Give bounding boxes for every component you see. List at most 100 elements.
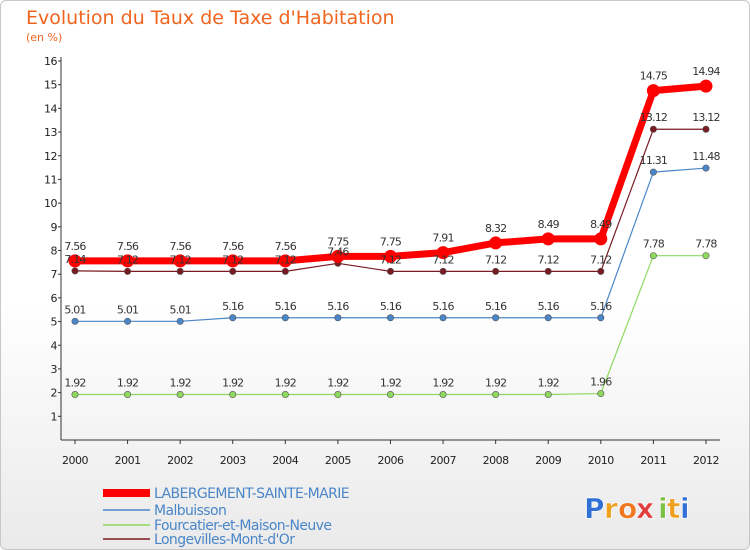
data-label: 7.12 [538, 253, 559, 266]
data-point [541, 232, 555, 246]
data-point [439, 314, 447, 322]
data-point [229, 267, 237, 275]
x-tick-label: 2008 [483, 454, 509, 467]
x-tick-label: 2009 [535, 454, 561, 467]
data-point [281, 267, 289, 275]
data-point [386, 314, 394, 322]
logo-letter: r [604, 492, 618, 525]
legend-entry: Fourcatier-et-Maison-Neuve [154, 518, 331, 534]
data-point [334, 314, 342, 322]
data-label: 5.01 [64, 303, 85, 316]
data-point [439, 391, 447, 399]
data-point [544, 391, 552, 399]
data-label: 14.75 [640, 70, 668, 83]
data-label: 5.01 [117, 303, 138, 316]
data-labels: 7.14 7.12 7.12 7.12 7.12 7.46 7.12 7.12 7.12 7.12… [64, 65, 721, 390]
data-label: 7.12 [222, 253, 243, 266]
data-point [649, 168, 657, 176]
logo-letter: i [658, 492, 668, 525]
data-point [176, 317, 184, 325]
x-tick-label: 2001 [115, 454, 141, 467]
y-tick-label: 4 [51, 339, 58, 352]
data-point [173, 254, 187, 268]
y-tick-label: 5 [51, 316, 58, 329]
data-point [124, 317, 132, 325]
data-point [492, 267, 500, 275]
y-tick-label: 16 [44, 55, 57, 68]
data-label: 7.12 [117, 253, 138, 266]
data-point [71, 391, 79, 399]
y-tick-label: 2 [51, 387, 58, 400]
logo-letter: o [618, 492, 637, 525]
data-label: 7.78 [695, 238, 717, 251]
data-label: 11.48 [692, 150, 720, 163]
legend-entry: Malbuisson [154, 503, 226, 519]
data-point [121, 254, 135, 268]
data-point [176, 391, 184, 399]
y-tick-label: 11 [44, 173, 57, 186]
data-point [436, 246, 450, 260]
logo-letter: t [667, 492, 680, 525]
x-tick-label: 2004 [272, 454, 298, 467]
data-point [646, 84, 660, 98]
series-1 [71, 164, 710, 325]
data-point [594, 232, 608, 246]
series-3 [68, 79, 713, 268]
x-tick-label: 2000 [62, 454, 88, 467]
y-tick-label: 15 [44, 79, 57, 92]
data-label: 7.78 [643, 238, 665, 251]
data-label: 5.16 [380, 300, 402, 313]
data-point [649, 252, 657, 260]
data-label: 5.16 [538, 300, 560, 313]
data-point [492, 391, 500, 399]
data-point [492, 314, 500, 322]
data-label: 1.92 [275, 377, 296, 390]
data-label: 8.49 [590, 218, 612, 231]
data-label: 7.14 [64, 253, 86, 266]
logo-letter: i [680, 492, 690, 525]
data-point [278, 254, 292, 268]
data-label: 7.56 [170, 240, 192, 253]
y-tick-label: 12 [44, 150, 57, 163]
data-label: 7.56 [64, 240, 86, 253]
data-label: 13.12 [640, 111, 668, 124]
data-label: 7.12 [432, 253, 453, 266]
y-tick-label: 7 [51, 268, 58, 281]
data-point [702, 252, 710, 260]
chart-title: Evolution du Taux de Taxe d'Habitation [26, 7, 395, 29]
data-point [386, 391, 394, 399]
y-tick-label: 10 [44, 197, 57, 210]
data-label: 7.12 [590, 253, 611, 266]
data-point [226, 254, 240, 268]
data-point [229, 314, 237, 322]
data-point [331, 249, 345, 263]
data-point [597, 314, 605, 322]
data-point [71, 267, 79, 275]
data-label: 1.92 [380, 377, 401, 390]
legend: LABERGEMENT-SAINTE-MARIEMalbuissonFourca… [103, 486, 350, 548]
legend-entry: Longevilles-Mont-d'Or [154, 532, 295, 548]
data-point [281, 314, 289, 322]
data-point [699, 79, 713, 93]
x-tick-label: 2010 [588, 454, 614, 467]
data-label: 5.16 [432, 300, 454, 313]
data-label: 7.12 [380, 253, 401, 266]
data-point [68, 254, 82, 268]
y-tick-label: 14 [44, 102, 57, 115]
data-label: 14.94 [692, 65, 720, 78]
series-0 [71, 125, 710, 275]
data-label: 5.16 [222, 300, 244, 313]
series-line [74, 255, 707, 396]
x-tick-label: 2003 [220, 454, 246, 467]
data-label: 7.12 [170, 253, 191, 266]
series-2 [71, 252, 710, 399]
legend-entry: LABERGEMENT-SAINTE-MARIE [154, 486, 349, 502]
data-label: 1.92 [64, 377, 85, 390]
y-tick-label: 9 [51, 221, 58, 234]
x-tick-label: 2011 [640, 454, 666, 467]
logo-letter: x [636, 492, 654, 525]
data-label: 7.46 [327, 245, 349, 258]
